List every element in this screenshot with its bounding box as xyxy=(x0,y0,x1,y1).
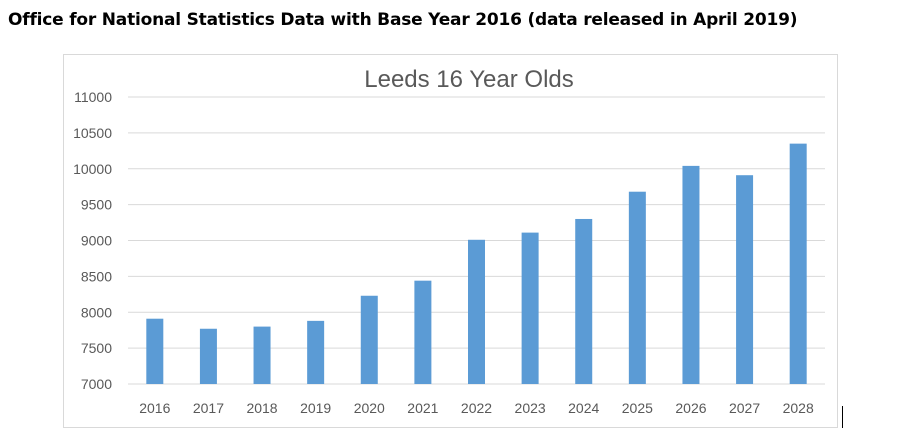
y-tick-label: 7000 xyxy=(81,376,112,392)
bar-2020 xyxy=(360,295,378,384)
bar-2018 xyxy=(253,326,271,384)
y-tick-label: 9500 xyxy=(81,197,112,213)
bar-2028 xyxy=(789,143,807,384)
y-tick-label: 8000 xyxy=(81,304,112,320)
x-tick-label: 2021 xyxy=(407,400,438,416)
x-tick-label: 2028 xyxy=(783,400,814,416)
bar-2026 xyxy=(682,165,700,384)
y-tick-label: 8500 xyxy=(81,268,112,284)
x-tick-label: 2027 xyxy=(729,400,760,416)
text-cursor xyxy=(842,406,843,428)
y-axis-ticks: 7000 7500 8000 8500 9000 9500 10000 10500 11000 xyxy=(73,89,112,392)
x-tick-label: 2026 xyxy=(675,400,706,416)
bar-2027 xyxy=(736,175,754,384)
x-tick-label: 2019 xyxy=(300,400,331,416)
y-tick-label: 11000 xyxy=(74,89,112,105)
bar-2023 xyxy=(521,232,539,384)
x-tick-label: 2023 xyxy=(515,400,546,416)
x-tick-label: 2017 xyxy=(193,400,224,416)
bar-2017 xyxy=(199,328,217,384)
x-tick-label: 2020 xyxy=(354,400,385,416)
bar-2025 xyxy=(628,191,646,384)
chart-title: Leeds 16 Year Olds xyxy=(364,66,574,93)
bar-2016 xyxy=(146,318,164,384)
x-axis-ticks: 2016 2017 2018 2019 2020 2021 2022 2023 2024 2025… xyxy=(139,400,814,416)
x-tick-label: 2022 xyxy=(461,400,492,416)
y-tick-label: 10000 xyxy=(73,161,112,177)
bar-2024 xyxy=(575,218,593,384)
bar-2022 xyxy=(468,239,485,384)
bar-2021 xyxy=(414,280,432,384)
x-tick-label: 2018 xyxy=(246,400,277,416)
bar-2019 xyxy=(307,320,325,384)
x-tick-label: 2016 xyxy=(139,400,170,416)
y-tick-label: 10500 xyxy=(73,125,112,141)
x-tick-label: 2025 xyxy=(622,400,653,416)
chart-frame xyxy=(63,54,838,428)
page-heading: Office for National Statistics Data with… xyxy=(8,10,798,30)
x-tick-label: 2024 xyxy=(568,400,599,416)
y-tick-label: 9000 xyxy=(81,233,112,249)
y-tick-label: 7500 xyxy=(81,340,112,356)
bars xyxy=(146,143,807,384)
